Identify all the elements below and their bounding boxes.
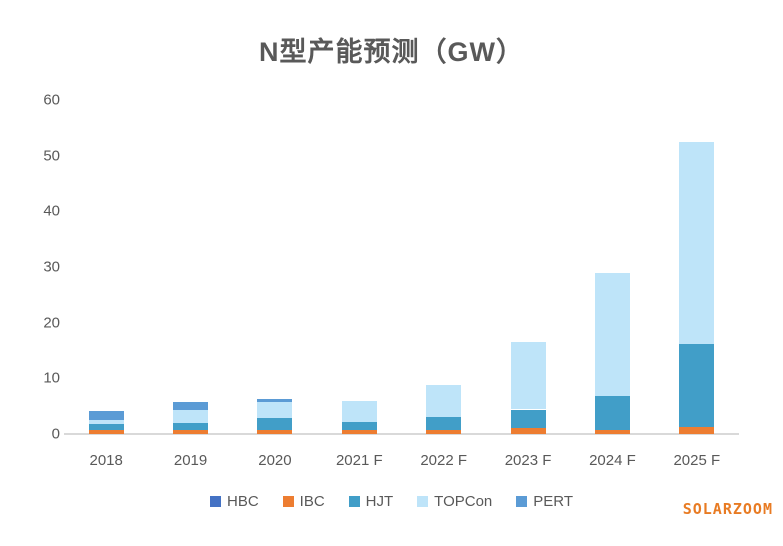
legend-item-ibc: IBC bbox=[282, 493, 325, 510]
bar-segment-pert bbox=[88, 411, 124, 420]
legend-item-topcon: TOPCon bbox=[417, 493, 492, 510]
bar-segment-ibc bbox=[257, 429, 293, 434]
bar-segment-ibc bbox=[594, 429, 630, 434]
bar-segment-ibc bbox=[510, 428, 546, 434]
legend-swatch-hbc bbox=[209, 496, 221, 507]
bar-segment-hjt bbox=[88, 423, 124, 430]
bar-segment-hjt bbox=[679, 343, 715, 428]
bar-segment-ibc bbox=[426, 430, 462, 434]
legend-label-pert: PERT bbox=[533, 493, 573, 510]
legend-swatch-ibc bbox=[282, 496, 294, 507]
bar-segment-ibc bbox=[88, 429, 124, 434]
bar-segment-topcon bbox=[679, 141, 715, 344]
y-tick-label: 60 bbox=[43, 91, 60, 109]
bar-segment-hjt bbox=[510, 409, 546, 429]
bar-segment-topcon bbox=[510, 341, 546, 410]
legend: HBC IBC HJT TOPCon PERT bbox=[0, 493, 783, 510]
x-axis-label-2018: 2018 bbox=[89, 452, 123, 469]
x-axis-label-2020: 2020 bbox=[258, 452, 292, 469]
x-axis-label-2022-f: 2022 F bbox=[420, 452, 468, 469]
y-tick-label: 20 bbox=[43, 314, 60, 332]
y-tick-label: 40 bbox=[43, 202, 60, 220]
bar-segment-topcon bbox=[257, 402, 293, 419]
bar-segment-ibc bbox=[173, 429, 209, 434]
bar-segment-ibc bbox=[341, 429, 377, 434]
legend-label-hjt: HJT bbox=[365, 493, 394, 510]
x-axis-label-2023-f: 2023 F bbox=[504, 452, 552, 469]
x-axis-label-2024-f: 2024 F bbox=[589, 452, 636, 469]
bar-segment-topcon bbox=[594, 272, 630, 396]
legend-swatch-pert bbox=[516, 496, 528, 507]
x-axis-label-2021-f: 2021 F bbox=[335, 452, 383, 469]
legend-label-ibc: IBC bbox=[299, 493, 325, 510]
legend-swatch-topcon bbox=[417, 496, 429, 507]
bar-segment-hjt bbox=[594, 395, 630, 430]
x-axis-label-2019: 2019 bbox=[173, 452, 208, 469]
bar-segment-hjt bbox=[341, 422, 377, 430]
y-tick-label: 50 bbox=[43, 147, 60, 165]
legend-swatch-hjt bbox=[348, 496, 360, 507]
legend-label-hbc: HBC bbox=[226, 493, 259, 510]
legend-item-hjt: HJT bbox=[348, 493, 394, 510]
bar-segment-pert bbox=[173, 401, 209, 411]
bar-segment-pert bbox=[257, 399, 293, 403]
watermark-logo: SOLARZOOM bbox=[682, 500, 773, 518]
legend-label-topcon: TOPCon bbox=[434, 493, 493, 510]
bar-segment-topcon bbox=[341, 401, 377, 423]
bar-segment-topcon bbox=[88, 419, 124, 424]
bar-segment-hjt bbox=[257, 418, 293, 430]
x-axis-label-2025-f: 2025 F bbox=[673, 452, 721, 469]
chart-title: N型产能预测（GW） bbox=[259, 37, 524, 67]
legend-item-hbc: HBC bbox=[209, 493, 259, 510]
bar-segment-topcon bbox=[426, 385, 462, 418]
y-tick-label: 0 bbox=[51, 425, 60, 443]
bar-segment-hjt bbox=[426, 417, 462, 431]
bar-segment-topcon bbox=[173, 410, 209, 423]
bar-segment-ibc bbox=[679, 427, 715, 434]
legend-item-pert: PERT bbox=[516, 493, 573, 510]
x-axis-baseline bbox=[64, 433, 739, 435]
bar-segment-hjt bbox=[173, 422, 209, 430]
y-tick-label: 10 bbox=[43, 369, 60, 387]
y-tick-label: 30 bbox=[43, 258, 60, 276]
